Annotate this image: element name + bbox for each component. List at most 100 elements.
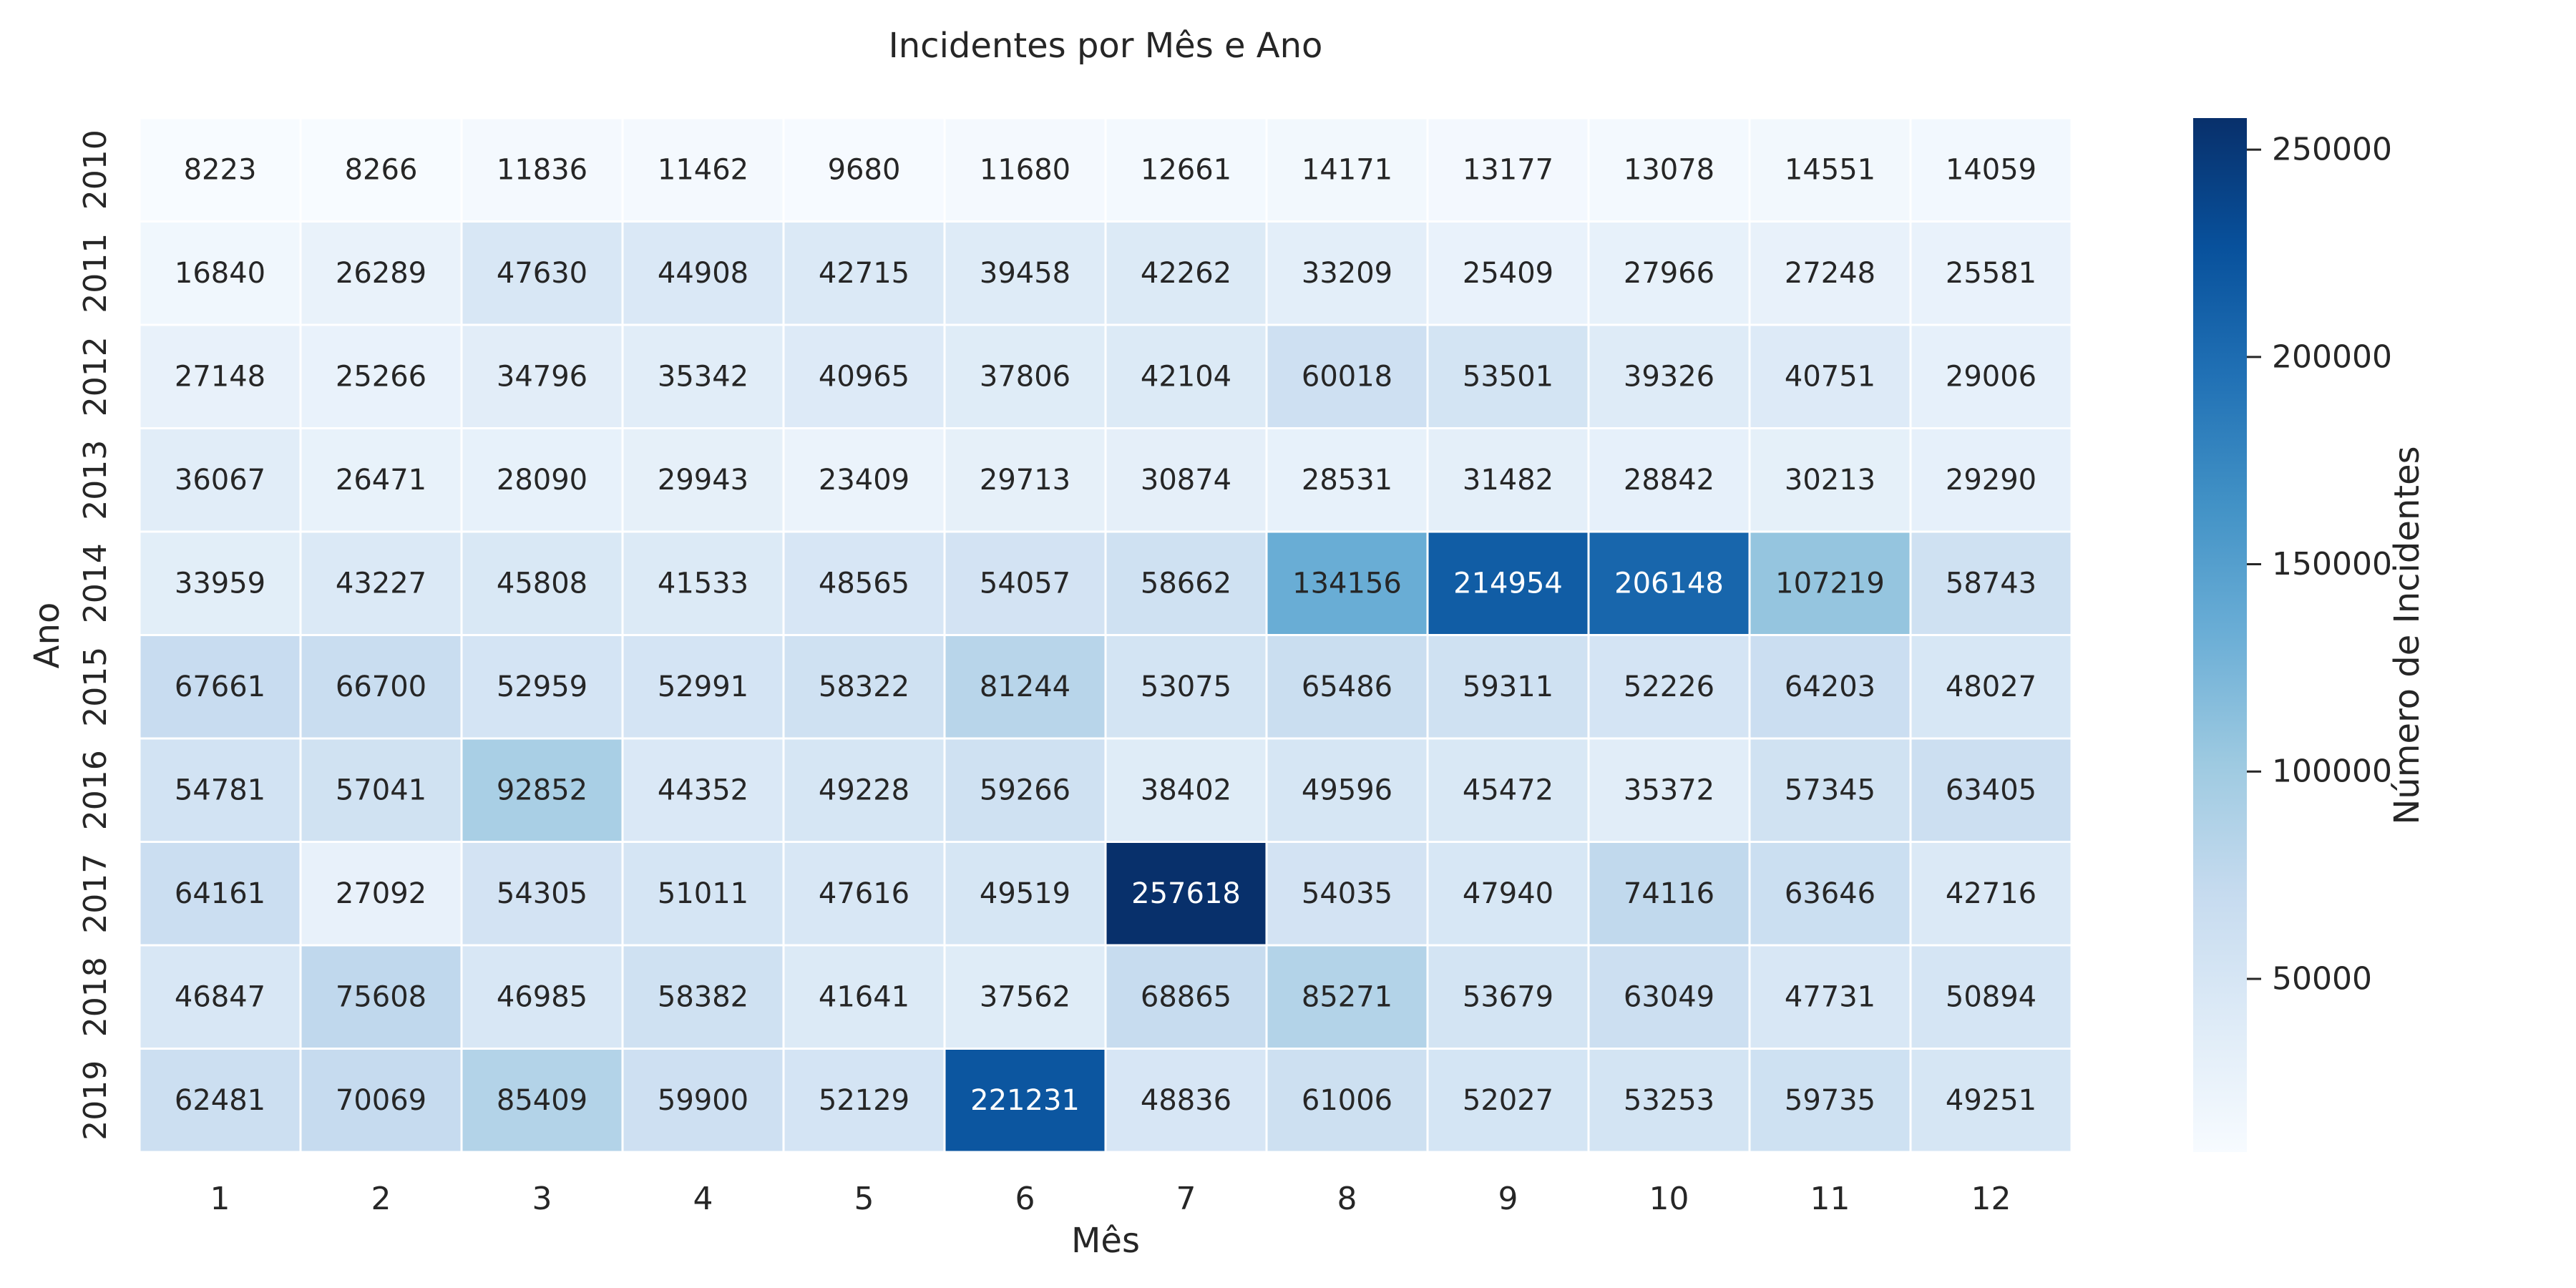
cell-value-label: 58662	[1141, 567, 1231, 600]
heatmap-cell	[1104, 944, 1268, 1050]
cell-value-label: 51011	[658, 877, 748, 910]
cell-value-label: 35372	[1624, 774, 1714, 806]
colorbar-tick-label: 50000	[2272, 960, 2372, 997]
colorbar-tick-label: 250000	[2272, 132, 2392, 168]
colorbar-ticks: 50000 100000 150000 200000 250000	[2247, 132, 2392, 997]
x-tick-label: 4	[693, 1181, 713, 1217]
x-tick-label: 11	[1810, 1181, 1850, 1217]
heatmap-cell	[1909, 220, 2073, 326]
heatmap-cell	[1265, 530, 1429, 636]
cell-value-label: 11462	[658, 153, 748, 186]
cell-value-label: 68865	[1141, 980, 1231, 1013]
cell-value-label: 54305	[497, 877, 587, 910]
cell-value-label: 43227	[336, 567, 426, 600]
cell-value-label: 44908	[658, 257, 748, 290]
heatmap-cell	[782, 737, 946, 843]
heatmap-cell	[138, 841, 302, 947]
heatmap-cell	[138, 117, 302, 223]
cell-value-label: 59900	[658, 1084, 748, 1117]
heatmap-cell	[1909, 737, 2073, 843]
heatmap-cell	[1426, 427, 1590, 533]
cell-value-label: 44352	[658, 774, 748, 806]
cell-value-label: 30213	[1785, 464, 1875, 497]
heatmap-cell	[1909, 944, 2073, 1050]
heatmap-cell	[1104, 1048, 1268, 1153]
cell-value-label: 42715	[819, 257, 909, 290]
heatmap-cell	[1104, 737, 1268, 843]
heatmap-cell	[138, 427, 302, 533]
cell-value-label: 74116	[1624, 877, 1714, 910]
colorbar-tick-label: 200000	[2272, 338, 2392, 375]
heatmap-cell	[460, 841, 624, 947]
heatmap-cell	[621, 737, 785, 843]
cell-value-label: 41533	[658, 567, 748, 600]
cell-value-label: 53075	[1141, 670, 1231, 703]
cell-value-label: 61006	[1302, 1084, 1392, 1117]
cell-value-label: 49519	[980, 877, 1070, 910]
cell-value-label: 52226	[1624, 670, 1714, 703]
cell-value-label: 206148	[1614, 567, 1724, 600]
cell-value-label: 34796	[497, 360, 587, 393]
heatmap-cell	[782, 1048, 946, 1153]
cell-value-label: 45808	[497, 567, 587, 600]
y-tick-label: 2016	[77, 750, 114, 830]
cell-value-label: 63049	[1624, 980, 1714, 1013]
cell-value-label: 12661	[1141, 153, 1231, 186]
x-tick-label: 2	[371, 1181, 391, 1217]
y-axis-label: Ano	[27, 602, 67, 669]
cell-value-label: 37806	[980, 360, 1070, 393]
cell-value-label: 81244	[980, 670, 1070, 703]
heatmap-cell	[460, 117, 624, 223]
y-tick-label: 2010	[77, 130, 114, 210]
cell-value-label: 11680	[980, 153, 1070, 186]
heatmap-cell	[943, 427, 1107, 533]
chart-title: Incidentes por Mês e Ano	[889, 26, 1323, 66]
cell-value-label: 8223	[184, 153, 257, 186]
cell-value-label: 49251	[1946, 1084, 2036, 1117]
cell-value-label: 58322	[819, 670, 909, 703]
heatmap-cell	[1909, 117, 2073, 223]
cell-value-label: 27248	[1785, 257, 1875, 290]
heatmap-cell	[621, 220, 785, 326]
cell-value-label: 49228	[819, 774, 909, 806]
cell-value-label: 9680	[828, 153, 901, 186]
heatmap-cell	[138, 323, 302, 429]
cell-value-label: 60018	[1302, 360, 1392, 393]
cell-value-label: 92852	[497, 774, 587, 806]
heatmap-cell	[1587, 427, 1751, 533]
cell-value-label: 53679	[1463, 980, 1553, 1013]
heatmap-cell	[1587, 634, 1751, 740]
cell-value-label: 8266	[345, 153, 418, 186]
cell-value-label: 47940	[1463, 877, 1553, 910]
cell-value-label: 221231	[970, 1084, 1080, 1117]
cell-value-label: 27966	[1624, 257, 1714, 290]
heatmap-cell	[460, 323, 624, 429]
heatmap-cell	[1426, 944, 1590, 1050]
cell-value-label: 23409	[819, 464, 909, 497]
cell-value-label: 53253	[1624, 1084, 1714, 1117]
heatmap-cell	[460, 737, 624, 843]
heatmap-cell	[1587, 737, 1751, 843]
cell-value-label: 63646	[1785, 877, 1875, 910]
heatmap-cell	[1748, 220, 1912, 326]
x-tick-label: 7	[1176, 1181, 1196, 1217]
cell-value-label: 50894	[1946, 980, 2036, 1013]
heatmap-cell	[138, 737, 302, 843]
cell-value-label: 29006	[1946, 360, 2036, 393]
y-tick-label: 2018	[77, 957, 114, 1037]
cell-value-label: 27148	[175, 360, 265, 393]
cell-value-label: 134156	[1292, 567, 1402, 600]
heatmap-cell	[1909, 634, 2073, 740]
cell-value-label: 25409	[1463, 257, 1553, 290]
heatmap-cell	[299, 1048, 463, 1153]
heatmap-cell	[943, 634, 1107, 740]
heatmap-cell	[460, 427, 624, 533]
x-tick-label: 10	[1649, 1181, 1689, 1217]
cell-value-label: 59266	[980, 774, 1070, 806]
y-tick-label: 2017	[77, 854, 114, 934]
heatmap-cell	[1104, 427, 1268, 533]
heatmap-cell	[1265, 1048, 1429, 1153]
cell-value-label: 38402	[1141, 774, 1231, 806]
cell-value-label: 214954	[1453, 567, 1563, 600]
heatmap-cell	[621, 841, 785, 947]
